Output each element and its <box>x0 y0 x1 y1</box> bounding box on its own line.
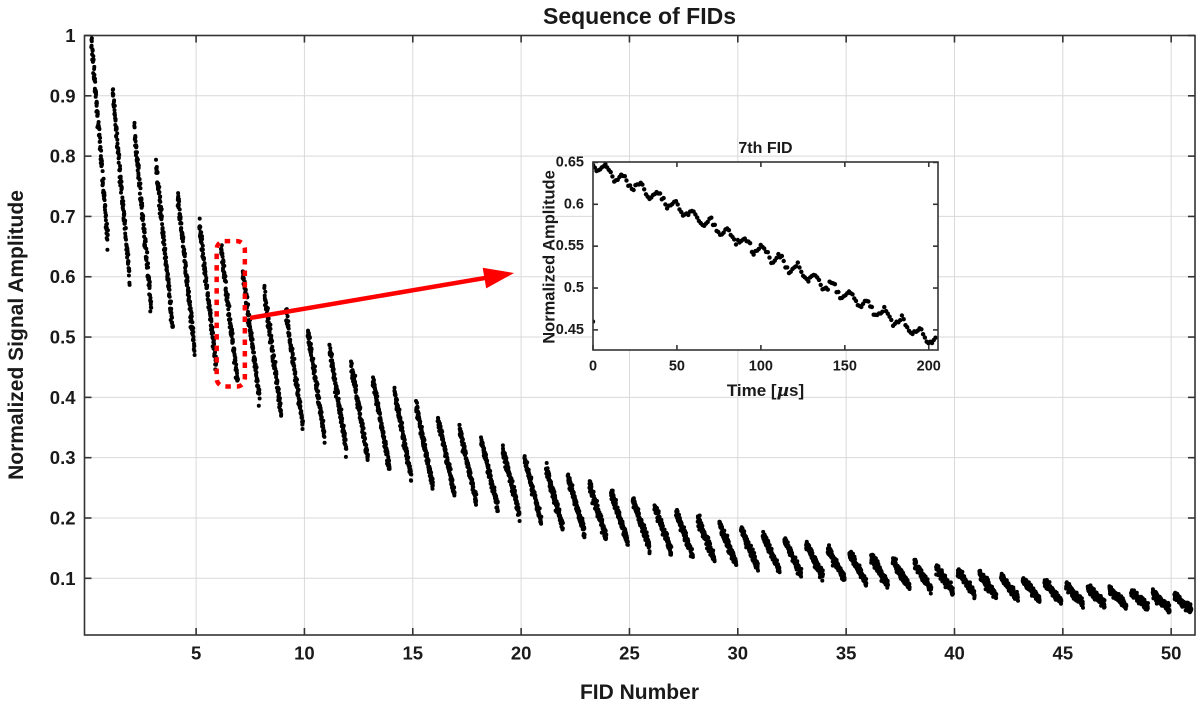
inset-y-tick-label: 0.6 <box>564 196 584 212</box>
main-x-tick-label: 40 <box>944 643 965 664</box>
main-fid-points <box>89 35 1194 615</box>
inset-y-tick-label: 0.55 <box>556 238 584 254</box>
main-x-tick-label: 45 <box>1053 643 1074 664</box>
main-x-tick-label: 30 <box>728 643 749 664</box>
zoom-region-box <box>214 238 248 389</box>
main-y-tick-label: 0.2 <box>50 507 76 528</box>
zoom-arrow <box>249 267 514 321</box>
inset-x-tick-label: 150 <box>833 359 857 375</box>
main-x-tick-label: 35 <box>836 643 857 664</box>
inset-background <box>593 162 938 350</box>
inset-x-tick-label: 0 <box>589 359 597 375</box>
main-x-tick-label: 15 <box>402 643 423 664</box>
inset-y-tick-label: 0.65 <box>556 154 584 170</box>
main-x-tick-label: 10 <box>294 643 315 664</box>
main-x-tick-label: 50 <box>1161 643 1182 664</box>
main-y-tick-label: 0.8 <box>50 146 76 167</box>
zoom-arrow-line <box>249 275 488 321</box>
main-y-tick-label: 0.3 <box>50 447 76 468</box>
main-y-tick-label: 0.9 <box>50 85 76 106</box>
mu-symbol: µ <box>776 381 790 401</box>
inset-title: 7th FID <box>738 140 793 157</box>
main-x-tick-label: 5 <box>191 643 201 664</box>
main-y-tick-label: 0.6 <box>50 266 76 287</box>
x-axis-label: FID Number <box>579 681 699 704</box>
main-tick-labels: 5 10 15 20 25 30 35 40 45 500.10.20.30.40.50.60.7… <box>50 25 1182 664</box>
main-y-tick-label: 0.4 <box>50 387 76 408</box>
main-y-tick-label: 0.5 <box>50 327 76 348</box>
main-x-tick-label: 20 <box>511 643 532 664</box>
inset-tick-labels: 0 50 100 150 200 0.45 0.5 0.55 0.6 0.65 <box>556 154 941 374</box>
inset-xlabel-suffix: s] <box>789 381 805 400</box>
main-y-tick-label: 0.7 <box>50 206 76 227</box>
inset-x-axis-label: Time [µs] <box>593 381 938 401</box>
inset-x-tick-label: 50 <box>669 359 685 375</box>
inset-y-axis-label: Normalized Amplitude <box>540 170 559 344</box>
y-axis-label: Normalized Signal Amplitude <box>5 190 28 480</box>
inset-xlabel-prefix: Time [ <box>726 381 777 400</box>
inset-points <box>593 162 938 346</box>
chart-title: Sequence of FIDs <box>543 3 736 29</box>
inset-x-tick-label: 200 <box>917 359 941 375</box>
main-y-tick-label: 0.1 <box>50 568 76 589</box>
zoom-arrow-head <box>482 267 514 289</box>
inset-axes <box>592 161 939 351</box>
main-axes <box>83 34 1196 636</box>
inset-x-tick-label: 100 <box>749 359 773 375</box>
inset-y-tick-label: 0.5 <box>564 280 584 296</box>
inset-y-tick-label: 0.45 <box>556 322 584 338</box>
main-x-tick-label: 25 <box>619 643 640 664</box>
main-y-tick-label: 1 <box>65 25 75 46</box>
